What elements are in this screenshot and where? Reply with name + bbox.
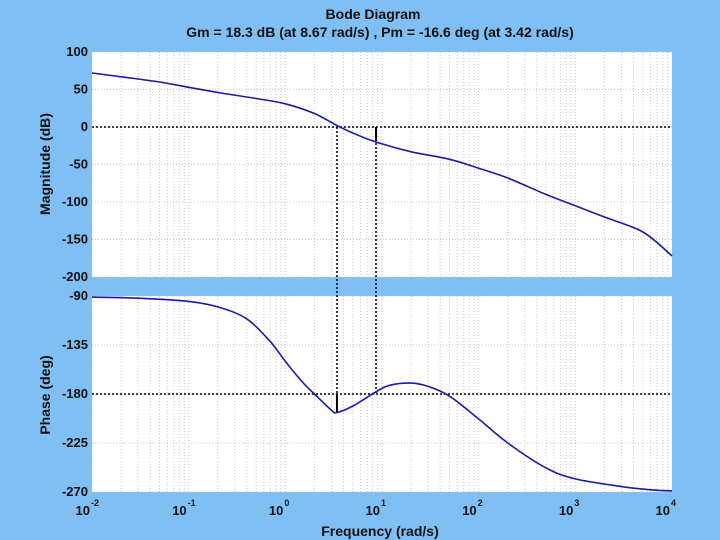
phase-y-label: Phase (deg)	[37, 355, 53, 434]
phase-y-tick-label: -90	[69, 288, 88, 303]
chart-title: Bode Diagram	[326, 6, 421, 22]
x-tick-exponent: 1	[381, 498, 386, 508]
magnitude-y-tick-label: -200	[62, 269, 88, 284]
magnitude-y-ticks: 100 50 0 -50 -100 -150 -200	[62, 44, 88, 284]
magnitude-grid	[91, 51, 672, 278]
phase-y-ticks: -90 -135 -180 -225 -270	[62, 288, 88, 499]
x-tick-exponent: -2	[91, 498, 99, 508]
chart-subtitle: Gm = 18.3 dB (at 8.67 rad/s) , Pm = -16.…	[186, 24, 574, 40]
magnitude-y-label: Magnitude (dB)	[37, 113, 53, 215]
phase-y-tick-label: -270	[62, 484, 88, 499]
x-tick-base: 10	[656, 503, 670, 518]
magnitude-y-tick-label: -150	[62, 232, 88, 247]
phase-y-tick-label: -180	[62, 386, 88, 401]
x-tick-base: 10	[366, 503, 380, 518]
x-tick-base: 10	[559, 503, 573, 518]
phase-y-tick-label: -225	[62, 435, 88, 450]
x-axis-label: Frequency (rad/s)	[321, 523, 438, 539]
x-tick-base: 10	[462, 503, 476, 518]
x-tick-exponent: -1	[188, 498, 196, 508]
x-tick-exponent: 0	[284, 498, 289, 508]
magnitude-y-tick-label: 0	[81, 119, 88, 134]
magnitude-y-tick-label: 100	[66, 44, 88, 59]
x-ticks: 10 -2 10 -1 10 0 10 1 10 2 10 3 10 4	[76, 498, 676, 518]
x-tick-exponent: 2	[478, 498, 483, 508]
x-tick-exponent: 4	[671, 498, 676, 508]
magnitude-curve	[91, 72, 673, 257]
magnitude-y-tick-label: -50	[69, 157, 88, 172]
x-tick-base: 10	[76, 503, 90, 518]
phase-y-tick-label: -135	[62, 337, 88, 352]
phase-curve	[91, 296, 673, 492]
x-tick-base: 10	[269, 503, 283, 518]
x-tick-base: 10	[172, 503, 186, 518]
magnitude-y-tick-label: -100	[62, 194, 88, 209]
magnitude-y-tick-label: 50	[74, 82, 88, 97]
x-tick-exponent: 3	[574, 498, 579, 508]
margin-markers	[92, 126, 672, 413]
